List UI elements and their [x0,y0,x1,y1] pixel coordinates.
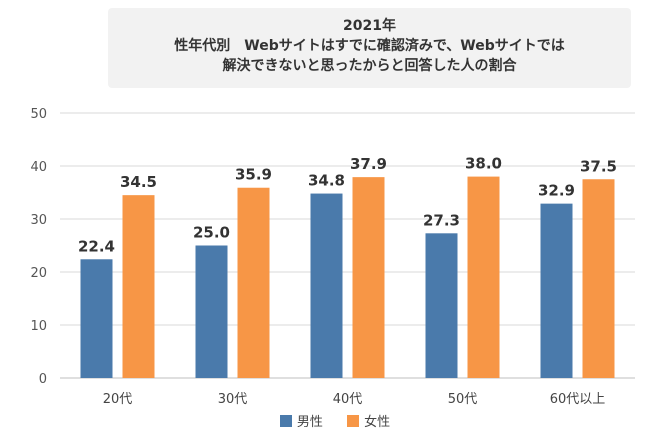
y-tick-label: 30 [30,213,47,228]
bar-male [540,203,573,378]
data-label: 22.4 [78,237,115,255]
legend-swatch-male [279,414,292,427]
data-label: 34.8 [308,172,345,190]
legend-label-female: 女性 [364,415,391,430]
x-tick-label: 50代 [448,392,478,407]
bar-female [352,177,385,378]
legend-label-male: 男性 [296,415,323,430]
y-tick-label: 40 [30,160,47,175]
legend-item-female: 女性 [347,411,390,430]
bar-male [195,245,228,378]
y-tick-label: 50 [30,107,47,122]
y-tick-label: 20 [30,266,47,281]
chart-title-box: 2021年 性年代別 Webサイトはすでに確認済みで、Webサイトでは 解決でき… [108,8,631,88]
bar-male [425,233,458,378]
legend: 男性 女性 [0,411,670,431]
data-label: 37.9 [350,155,387,173]
bar-female [237,187,270,378]
bar-male [310,193,343,378]
bar-female [582,179,615,378]
x-tick-label: 40代 [333,392,363,407]
y-tick-label: 10 [30,319,47,334]
chart-title-line-1: 2021年 [343,18,396,34]
data-label: 32.9 [538,182,575,200]
x-tick-label: 30代 [218,392,248,407]
data-label: 38.0 [465,155,502,173]
bar-female [122,195,155,378]
x-tick-label: 60代以上 [550,392,606,407]
bar-male [80,259,113,378]
data-label: 37.5 [580,157,617,175]
data-label: 25.0 [193,224,230,242]
legend-item-male: 男性 [279,411,323,430]
chart-title-line-3: 解決できないと思ったからと回答した人の割合 [222,58,517,74]
x-tick-label: 20代 [103,392,133,407]
legend-swatch-female [347,414,360,427]
chart-title-line-2: 性年代別 Webサイトはすでに確認済みで、Webサイトでは [174,38,565,54]
data-label: 34.5 [120,173,157,191]
y-tick-label: 0 [39,372,47,387]
bar-female [467,176,500,378]
data-label: 35.9 [235,166,272,184]
data-label: 27.3 [423,211,460,229]
